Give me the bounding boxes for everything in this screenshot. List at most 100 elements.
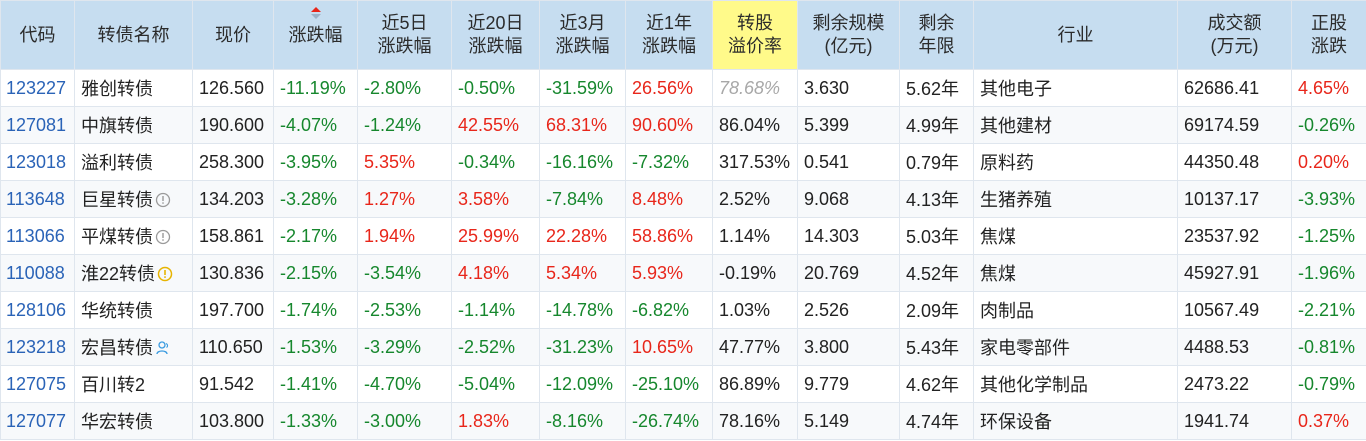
table-row[interactable]: 123018 溢利转债 258.300 -3.95% 5.35% -0.34% -16.16… [0, 143, 1366, 181]
table-row[interactable]: 127081 中旗转债 190.600 -4.07% -1.24% 42.55% 68.31… [0, 106, 1366, 144]
table-row[interactable]: 128106 华统转债 197.700 -1.74% -2.53% -1.14% -14.7… [0, 291, 1366, 329]
column-header-years[interactable]: 剩余 年限 [899, 0, 974, 70]
cell-name[interactable]: 雅创转债 [74, 69, 193, 107]
column-header-label: 近3月 [559, 13, 606, 33]
cell-premium: -0.19% [712, 254, 798, 292]
cell-value: -3.00% [364, 410, 422, 431]
cell-code[interactable]: 127075 [0, 365, 75, 403]
table-row[interactable]: 123227 雅创转债 126.560 -11.19% -2.80% -0.50% -31.… [0, 69, 1366, 107]
cell-value: 3.800 [804, 336, 850, 357]
cell-code[interactable]: 113066 [0, 217, 75, 255]
cell-code[interactable]: 128106 [0, 291, 75, 329]
cell-code[interactable]: 123018 [0, 143, 75, 181]
table-row[interactable]: 123218 宏昌转债 110.650 -1.53% -3.29% -2.52% -31.2… [0, 328, 1366, 366]
column-header-industry[interactable]: 行业 [973, 0, 1178, 70]
cell-value: 190.600 [199, 114, 265, 135]
cell-premium: 78.16% [712, 402, 798, 440]
cell-industry: 焦煤 [973, 254, 1178, 292]
cell-years: 4.62年 [899, 365, 974, 403]
cell-name[interactable]: 溢利转债 [74, 143, 193, 181]
cell-value: 20.769 [804, 262, 860, 283]
cell-name[interactable]: 中旗转债 [74, 106, 193, 144]
table-row[interactable]: 127077 华宏转债 103.800 -1.33% -3.00% 1.83% -8.16%… [0, 402, 1366, 440]
column-header-chg1y[interactable]: 近1年 涨跌幅 [625, 0, 713, 70]
cell-chg5d: 1.94% [357, 217, 452, 255]
cell-value: 5.03年 [906, 227, 960, 247]
column-header-code[interactable]: 代码 [0, 0, 75, 70]
cell-premium: 1.03% [712, 291, 798, 329]
table-row[interactable]: 113648 巨星转债 134.203 -3.28% 1.27% 3.58% -7.84% 8… [0, 180, 1366, 218]
cell-name[interactable]: 巨星转债 [74, 180, 193, 218]
cell-code[interactable]: 123218 [0, 328, 75, 366]
column-header-stockchg[interactable]: 正股 涨跌 [1291, 0, 1366, 70]
info-circle-icon[interactable] [155, 192, 171, 208]
cell-value: 8.48% [632, 188, 684, 209]
column-header-chg20d[interactable]: 近20日 涨跌幅 [451, 0, 540, 70]
cell-value: 9.779 [804, 373, 850, 394]
cell-value: 4.18% [458, 262, 510, 283]
cell-name[interactable]: 百川转2 [74, 365, 193, 403]
column-header-chg[interactable]: 涨跌幅 [273, 0, 358, 70]
bond-name: 华统转债 [81, 301, 153, 321]
table-row[interactable]: 127075 百川转2 91.542 -1.41% -4.70% -5.04% -12.09… [0, 365, 1366, 403]
cell-chg: -1.74% [273, 291, 358, 329]
cell-code[interactable]: 127081 [0, 106, 75, 144]
column-header-volume[interactable]: 成交额 (万元) [1177, 0, 1292, 70]
column-header-chg3m[interactable]: 近3月 涨跌幅 [539, 0, 626, 70]
cell-value: -26.74% [632, 410, 700, 431]
cell-value: 4.13年 [906, 190, 960, 210]
cell-scale: 3.630 [797, 69, 900, 107]
cell-value: 其他建材 [980, 116, 1052, 136]
table-row[interactable]: 113066 平煤转债 158.861 -2.17% 1.94% 25.99% 22.28%… [0, 217, 1366, 255]
column-header-chg5d[interactable]: 近5日 涨跌幅 [357, 0, 452, 70]
cell-code[interactable]: 113648 [0, 180, 75, 218]
cell-value: 2.526 [804, 299, 850, 320]
cell-code[interactable]: 127077 [0, 402, 75, 440]
cell-industry: 生猪养殖 [973, 180, 1178, 218]
column-header-sublabel: 涨跌幅 [377, 36, 432, 56]
cell-chg1y: 58.86% [625, 217, 713, 255]
cell-value: -31.59% [546, 77, 614, 98]
cell-name[interactable]: 华宏转债 [74, 402, 193, 440]
cell-name[interactable]: 淮22转债 [74, 254, 193, 292]
cell-volume: 10567.49 [1177, 291, 1292, 329]
cell-name[interactable]: 宏昌转债 [74, 328, 193, 366]
cell-stockchg: -0.81% [1291, 328, 1366, 366]
cell-value: 0.79年 [906, 153, 960, 173]
cell-premium: 2.52% [712, 180, 798, 218]
cell-value: 134.203 [199, 188, 265, 209]
person-icon[interactable] [155, 340, 171, 356]
cell-name[interactable]: 平煤转债 [74, 217, 193, 255]
cell-name[interactable]: 华统转债 [74, 291, 193, 329]
cell-value: 0.541 [804, 151, 850, 172]
column-header-premium[interactable]: 转股 溢价率 [712, 0, 798, 70]
table-row[interactable]: 110088 淮22转债 130.836 -2.15% -3.54% 4.18% 5.34%… [0, 254, 1366, 292]
cell-chg20d: 4.18% [451, 254, 540, 292]
cell-code[interactable]: 110088 [0, 254, 75, 292]
cell-value: 45927.91 [1184, 262, 1260, 283]
cell-code[interactable]: 123227 [0, 69, 75, 107]
cell-value: -12.09% [546, 373, 614, 394]
cell-value: 环保设备 [980, 412, 1052, 432]
column-header-label: 近20日 [467, 13, 524, 33]
cell-value: 69174.59 [1184, 114, 1260, 135]
cell-value: 原料药 [980, 153, 1034, 173]
info-circle-icon[interactable] [155, 229, 171, 245]
bond-name: 巨星转债 [81, 190, 153, 210]
cell-chg1y: -6.82% [625, 291, 713, 329]
cell-volume: 2473.22 [1177, 365, 1292, 403]
cell-chg1y: -26.74% [625, 402, 713, 440]
cell-value: 317.53% [719, 151, 791, 172]
cell-value: 焦煤 [980, 227, 1016, 247]
cell-value: -6.82% [632, 299, 690, 320]
cell-value: 3.630 [804, 77, 850, 98]
column-header-scale[interactable]: 剩余规模 (亿元) [797, 0, 900, 70]
cell-value: 25.99% [458, 225, 520, 246]
cell-value: 4.62年 [906, 375, 960, 395]
column-header-name[interactable]: 转债名称 [74, 0, 193, 70]
warning-circle-icon[interactable] [157, 266, 173, 282]
column-header-price[interactable]: 现价 [192, 0, 274, 70]
cell-chg5d: 5.35% [357, 143, 452, 181]
cell-premium: 1.14% [712, 217, 798, 255]
cell-chg20d: 25.99% [451, 217, 540, 255]
